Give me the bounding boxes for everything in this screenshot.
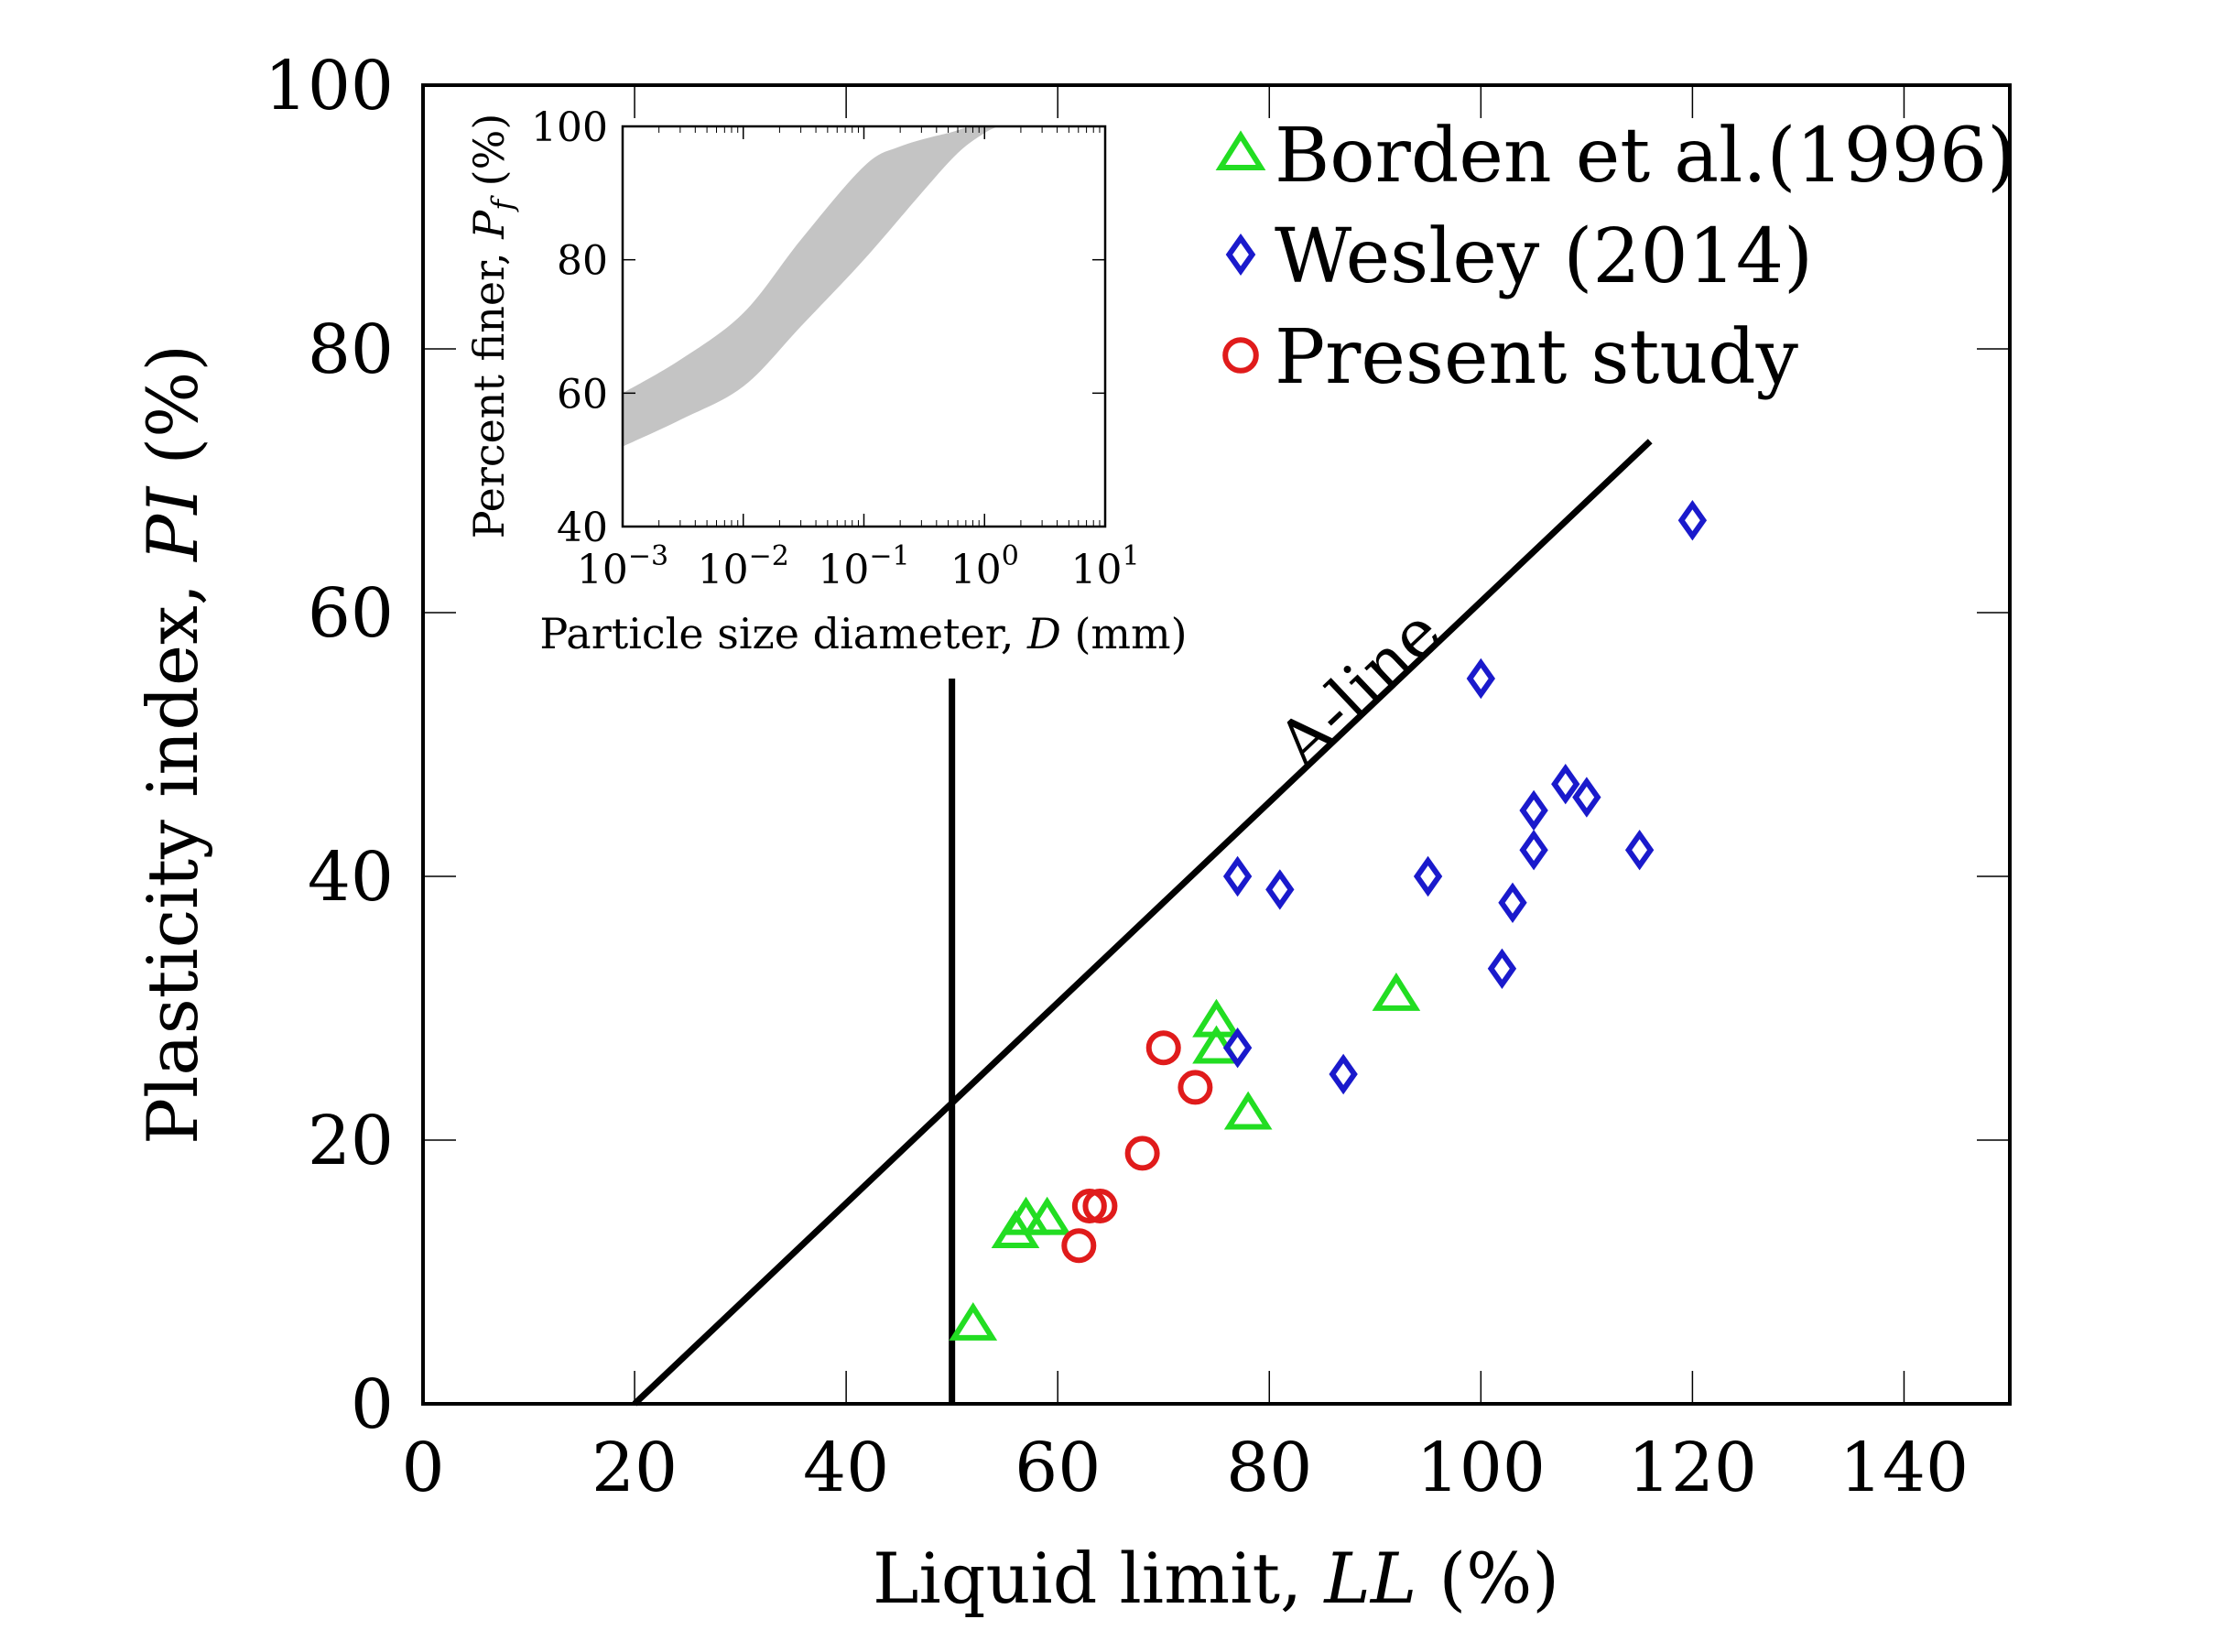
main-ticks (422, 84, 2010, 1405)
diamond-marker (1677, 499, 1708, 541)
legend-triangle-marker (1215, 130, 1266, 170)
x-tick-label: 60 (1015, 1429, 1101, 1507)
inset-y-tick-label: 40 (557, 505, 608, 551)
x-tick-label: 0 (401, 1429, 444, 1507)
diamond-marker (1519, 829, 1548, 871)
inset-x-tick-label: 10−1 (818, 540, 909, 593)
inset-x-tick-label: 101 (1070, 540, 1139, 593)
inset-x-tick-label: 10−2 (698, 540, 789, 593)
legend: Borden et al.(1996) Wesley (2014) Present … (1215, 113, 2016, 401)
triangle-marker (949, 1301, 998, 1341)
circle-marker (1145, 1030, 1181, 1066)
y-tick-label: 60 (308, 574, 394, 653)
main-tick-labels: 0 20 40 60 80 100 120 140 0 20 40 60 80 100 (265, 47, 1969, 1507)
diamond-marker (1519, 789, 1548, 831)
y-tick-label: 80 (308, 310, 394, 389)
circle-marker (1124, 1136, 1160, 1171)
triangle-marker (1372, 972, 1421, 1011)
x-axis-title: Liquid limit, LL (%) (873, 1538, 1559, 1619)
inset-y-tick-label: 100 (531, 104, 608, 151)
x-tick-label: 140 (1840, 1429, 1969, 1507)
x-tick-label: 120 (1628, 1429, 1757, 1507)
diamond-marker (1551, 763, 1580, 805)
a-line (632, 439, 1653, 1407)
y-tick-label: 100 (265, 47, 394, 125)
triangle-marker (1223, 1091, 1273, 1130)
legend-diamond-marker (1225, 233, 1256, 277)
y-tick-label: 0 (351, 1365, 394, 1444)
x-tick-label: 40 (803, 1429, 889, 1507)
circle-marker (1178, 1070, 1213, 1105)
inset-chart: 10−3 10−2 10−1 100 101 40 60 80 100 Particle siz… (464, 104, 1188, 658)
inset-x-tick-label: 100 (950, 540, 1019, 593)
inset-y-axis-title: Percent finer, Pf (%) (464, 114, 520, 539)
diamond-marker (1624, 829, 1655, 871)
x-tick-label: 80 (1226, 1429, 1312, 1507)
inset-ticks (622, 125, 1106, 527)
y-tick-label: 40 (308, 838, 394, 917)
circle-marker (1071, 1189, 1107, 1223)
circle-marker (1082, 1189, 1118, 1223)
legend-label: Borden et al.(1996) (1275, 113, 2016, 200)
inset-x-axis-title: Particle size diameter, D (mm) (539, 609, 1187, 658)
diamond-marker (1572, 777, 1601, 818)
inset-x-tick-label: 10−3 (577, 540, 668, 593)
main-plot-frame (421, 83, 2012, 1406)
triangle-marker (1023, 1196, 1071, 1235)
inset-gradation-band (623, 125, 1105, 447)
x-tick-label: 100 (1416, 1429, 1546, 1507)
diamond-marker (1222, 1027, 1253, 1069)
inset-y-tick-label: 60 (557, 371, 608, 418)
diamond-marker (1329, 1053, 1358, 1095)
diamond-marker (1487, 948, 1517, 990)
circle-marker (1061, 1228, 1097, 1264)
y-tick-label: 20 (308, 1102, 394, 1180)
diamond-marker (1498, 882, 1527, 924)
y-axis-title: Plasticity index, PI (%) (132, 344, 213, 1145)
legend-label: Present study (1275, 314, 1799, 401)
inset-tick-labels: 10−3 10−2 10−1 100 101 40 60 80 100 (531, 104, 1140, 593)
x-tick-label: 20 (591, 1429, 678, 1507)
a-line-label: A-line (1262, 593, 1456, 783)
diamond-marker (1466, 658, 1496, 700)
legend-circle-marker (1222, 337, 1259, 374)
inset-y-tick-label: 80 (557, 238, 608, 285)
data-markers (949, 499, 1708, 1341)
diamond-marker (1413, 855, 1443, 897)
diamond-marker (1222, 855, 1253, 897)
reference-lines (632, 439, 1653, 1407)
legend-label: Wesley (2014) (1275, 213, 1813, 300)
diamond-marker (1265, 869, 1295, 910)
